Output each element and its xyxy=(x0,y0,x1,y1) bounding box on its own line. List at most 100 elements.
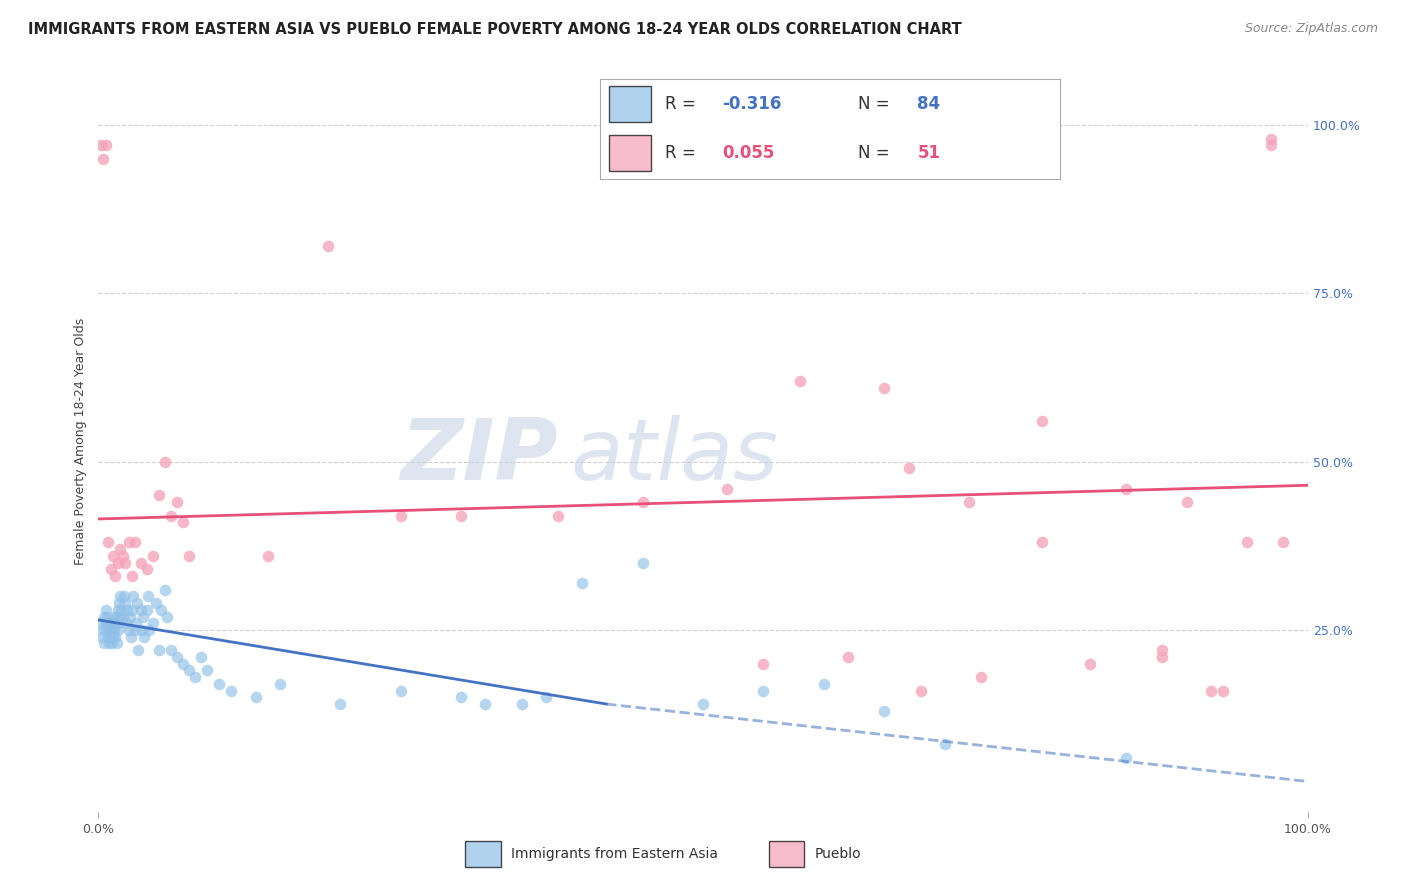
Point xyxy=(135,562,157,576)
Point xyxy=(547,508,569,523)
Point xyxy=(107,623,129,637)
Point xyxy=(138,623,160,637)
Point xyxy=(125,616,148,631)
Point xyxy=(160,508,183,523)
Point xyxy=(160,643,183,657)
Point xyxy=(108,616,131,631)
Point xyxy=(873,704,896,718)
Point xyxy=(127,596,149,610)
Point xyxy=(195,664,218,678)
Point xyxy=(132,609,155,624)
Point xyxy=(104,569,127,583)
Point xyxy=(716,482,738,496)
Point xyxy=(127,643,149,657)
Point xyxy=(873,381,896,395)
Point xyxy=(897,461,920,475)
Point xyxy=(91,152,114,166)
Point xyxy=(1272,535,1295,549)
Point xyxy=(934,738,956,752)
Text: ZIP: ZIP xyxy=(401,415,558,498)
Point xyxy=(107,603,129,617)
Point xyxy=(96,609,118,624)
Point xyxy=(111,609,134,624)
Point xyxy=(100,562,122,576)
Point xyxy=(101,549,124,563)
Text: Source: ZipAtlas.com: Source: ZipAtlas.com xyxy=(1244,22,1378,36)
Point xyxy=(124,623,146,637)
Point xyxy=(179,664,201,678)
Point xyxy=(190,649,212,664)
Point xyxy=(153,455,176,469)
Y-axis label: Female Poverty Among 18-24 Year Olds: Female Poverty Among 18-24 Year Olds xyxy=(75,318,87,566)
Point xyxy=(752,683,775,698)
Text: IMMIGRANTS FROM EASTERN ASIA VS PUEBLO FEMALE POVERTY AMONG 18-24 YEAR OLDS CORR: IMMIGRANTS FROM EASTERN ASIA VS PUEBLO F… xyxy=(28,22,962,37)
Point xyxy=(118,535,141,549)
Point xyxy=(105,636,128,650)
Point xyxy=(105,609,128,624)
Point xyxy=(1175,495,1198,509)
Point xyxy=(112,590,135,604)
Point xyxy=(115,616,138,631)
Point xyxy=(131,623,153,637)
Point xyxy=(179,549,201,563)
Point xyxy=(93,609,115,624)
Point xyxy=(98,636,121,650)
Point xyxy=(129,556,152,570)
Point xyxy=(94,616,117,631)
Point xyxy=(100,636,122,650)
Point xyxy=(631,495,654,509)
Point xyxy=(142,616,165,631)
Point xyxy=(221,683,243,698)
Point xyxy=(101,616,124,631)
Point xyxy=(534,690,557,705)
Point xyxy=(752,657,775,671)
Point xyxy=(145,596,167,610)
Point xyxy=(631,556,654,570)
Point xyxy=(153,582,176,597)
Point xyxy=(118,623,141,637)
Point xyxy=(184,670,207,684)
Point xyxy=(256,549,278,563)
Point xyxy=(172,657,194,671)
Point xyxy=(166,495,188,509)
Point xyxy=(150,603,173,617)
Point xyxy=(91,623,114,637)
Point xyxy=(94,138,117,153)
Point xyxy=(148,488,170,502)
Point xyxy=(316,239,339,253)
Text: atlas: atlas xyxy=(569,415,778,498)
Point xyxy=(1031,535,1053,549)
Point xyxy=(957,495,980,509)
Point xyxy=(1199,683,1222,698)
Point xyxy=(389,683,412,698)
Point xyxy=(97,616,120,631)
Point xyxy=(450,690,472,705)
Point xyxy=(103,623,125,637)
Point xyxy=(121,603,143,617)
Point xyxy=(91,630,114,644)
Point xyxy=(1260,138,1282,153)
Point xyxy=(1115,482,1137,496)
Point xyxy=(101,630,124,644)
Point xyxy=(166,649,188,664)
Point xyxy=(474,697,496,711)
Point xyxy=(692,697,714,711)
Point xyxy=(90,138,112,153)
FancyBboxPatch shape xyxy=(769,840,804,867)
Point xyxy=(111,549,134,563)
Point xyxy=(208,677,231,691)
Point xyxy=(107,556,129,570)
Point xyxy=(1212,683,1234,698)
Point xyxy=(114,556,136,570)
Point xyxy=(103,609,125,624)
Point xyxy=(789,374,811,388)
Point xyxy=(100,623,122,637)
Point xyxy=(118,609,141,624)
Point xyxy=(90,616,112,631)
Point xyxy=(121,569,143,583)
Point xyxy=(136,590,159,604)
Point xyxy=(450,508,472,523)
Point xyxy=(269,677,291,691)
Point xyxy=(100,630,122,644)
Point xyxy=(122,590,145,604)
